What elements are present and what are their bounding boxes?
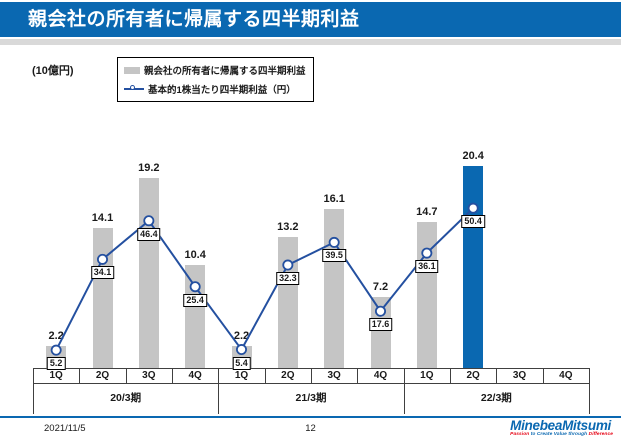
bar-value-label: 2.2 <box>48 330 64 343</box>
footer-rule <box>0 416 621 418</box>
page-number: 12 <box>305 423 316 434</box>
quarter-tick <box>172 368 173 383</box>
group-divider <box>218 368 220 414</box>
group-divider <box>589 368 590 414</box>
x-axis-quarter-label: 3Q <box>512 370 527 381</box>
x-axis-quarter-label: 3Q <box>142 370 156 381</box>
quarter-tick <box>496 368 498 383</box>
quarter-tick <box>450 368 451 383</box>
chart-legend: 親会社の所有者に帰属する四半期利益 基本的1株当たり四半期利益（円） <box>117 57 314 102</box>
page-title: 親会社の所有者に帰属する四半期利益 <box>28 9 360 30</box>
profit-bar <box>92 228 113 368</box>
line-series-swatch <box>124 85 144 90</box>
eps-value-label: 34.1 <box>90 266 115 280</box>
footer-date: 2021/11/5 <box>44 423 86 434</box>
profit-bar <box>370 296 391 368</box>
x-axis-group-label: 22/3期 <box>480 392 512 404</box>
x-axis-quarter-label: 2Q <box>281 370 295 381</box>
quarter-tick <box>79 368 81 383</box>
eps-value-label: 5.2 <box>46 357 66 371</box>
eps-value-label: 17.6 <box>368 318 393 332</box>
bar-series-swatch <box>124 66 140 74</box>
legend-item-bar: 親会社の所有者に帰属する四半期利益 <box>124 63 307 78</box>
bar-value-label: 14.1 <box>91 212 114 225</box>
header-divider <box>0 39 621 45</box>
bar-value-label: 19.2 <box>138 161 160 174</box>
quarter-tick <box>311 368 312 383</box>
bar-value-label: 7.2 <box>372 280 389 293</box>
profit-bar <box>277 237 298 368</box>
eps-value-label: 36.1 <box>415 260 439 274</box>
header-banner: 親会社の所有者に帰属する四半期利益 <box>0 2 621 37</box>
group-divider <box>403 368 405 414</box>
x-axis-group-label: 20/3期 <box>110 392 142 404</box>
quarter-tick <box>357 368 359 383</box>
x-axis-quarter-label: 3Q <box>327 370 341 381</box>
eps-value-label: 46.4 <box>137 227 161 241</box>
legend-item-line: 基本的1株当たり四半期利益（円） <box>124 82 307 97</box>
x-axis-group-label: 21/3期 <box>295 392 327 404</box>
x-axis-quarter-label: 2Q <box>466 370 480 381</box>
bar-value-label: 10.4 <box>184 249 206 262</box>
x-axis-quarter-label: 4Q <box>559 370 573 381</box>
eps-value-label: 39.5 <box>322 249 346 263</box>
quarter-tick <box>264 368 266 383</box>
bar-value-label: 16.1 <box>323 192 345 205</box>
line-marker-icon <box>130 85 135 90</box>
eps-value-label: 32.3 <box>276 272 300 285</box>
x-axis-quarter-label: 2Q <box>95 370 110 381</box>
profit-bar <box>416 222 437 368</box>
quarter-tick <box>542 368 544 383</box>
profit-bar <box>138 177 159 368</box>
logo-wordmark: MinebeaMitsumi <box>510 418 611 433</box>
x-axis-quarter-label: 1Q <box>234 370 249 381</box>
profit-bar <box>324 208 345 368</box>
x-axis-quarter-label: 4Q <box>373 370 388 381</box>
profit-bar <box>463 166 484 368</box>
bar-value-label: 20.4 <box>462 150 484 163</box>
quarter-row-line <box>33 383 589 384</box>
company-logo: MinebeaMitsumi Passion to Create Value t… <box>510 419 613 438</box>
profit-bar <box>185 265 206 368</box>
group-divider <box>33 368 34 414</box>
bar-value-label: 2.2 <box>233 330 250 343</box>
y-axis-unit-label: (10億円) <box>32 65 74 77</box>
line-series-label: 基本的1株当たり四半期利益（円） <box>148 85 296 96</box>
bar-value-label: 14.7 <box>416 206 438 219</box>
eps-value-label: 5.4 <box>232 356 251 370</box>
x-axis-quarter-label: 4Q <box>188 370 202 381</box>
x-axis-quarter-label: 1Q <box>420 370 434 381</box>
logo-tagline: Passion to Create Value through Differen… <box>510 432 613 437</box>
x-axis-quarter-label: 1Q <box>49 370 63 381</box>
eps-value-label: 25.4 <box>183 293 207 307</box>
bar-series-label: 親会社の所有者に帰属する四半期利益 <box>144 66 306 77</box>
quarter-tick <box>125 368 127 383</box>
eps-value-label: 50.4 <box>461 215 485 229</box>
bar-value-label: 13.2 <box>277 221 299 234</box>
